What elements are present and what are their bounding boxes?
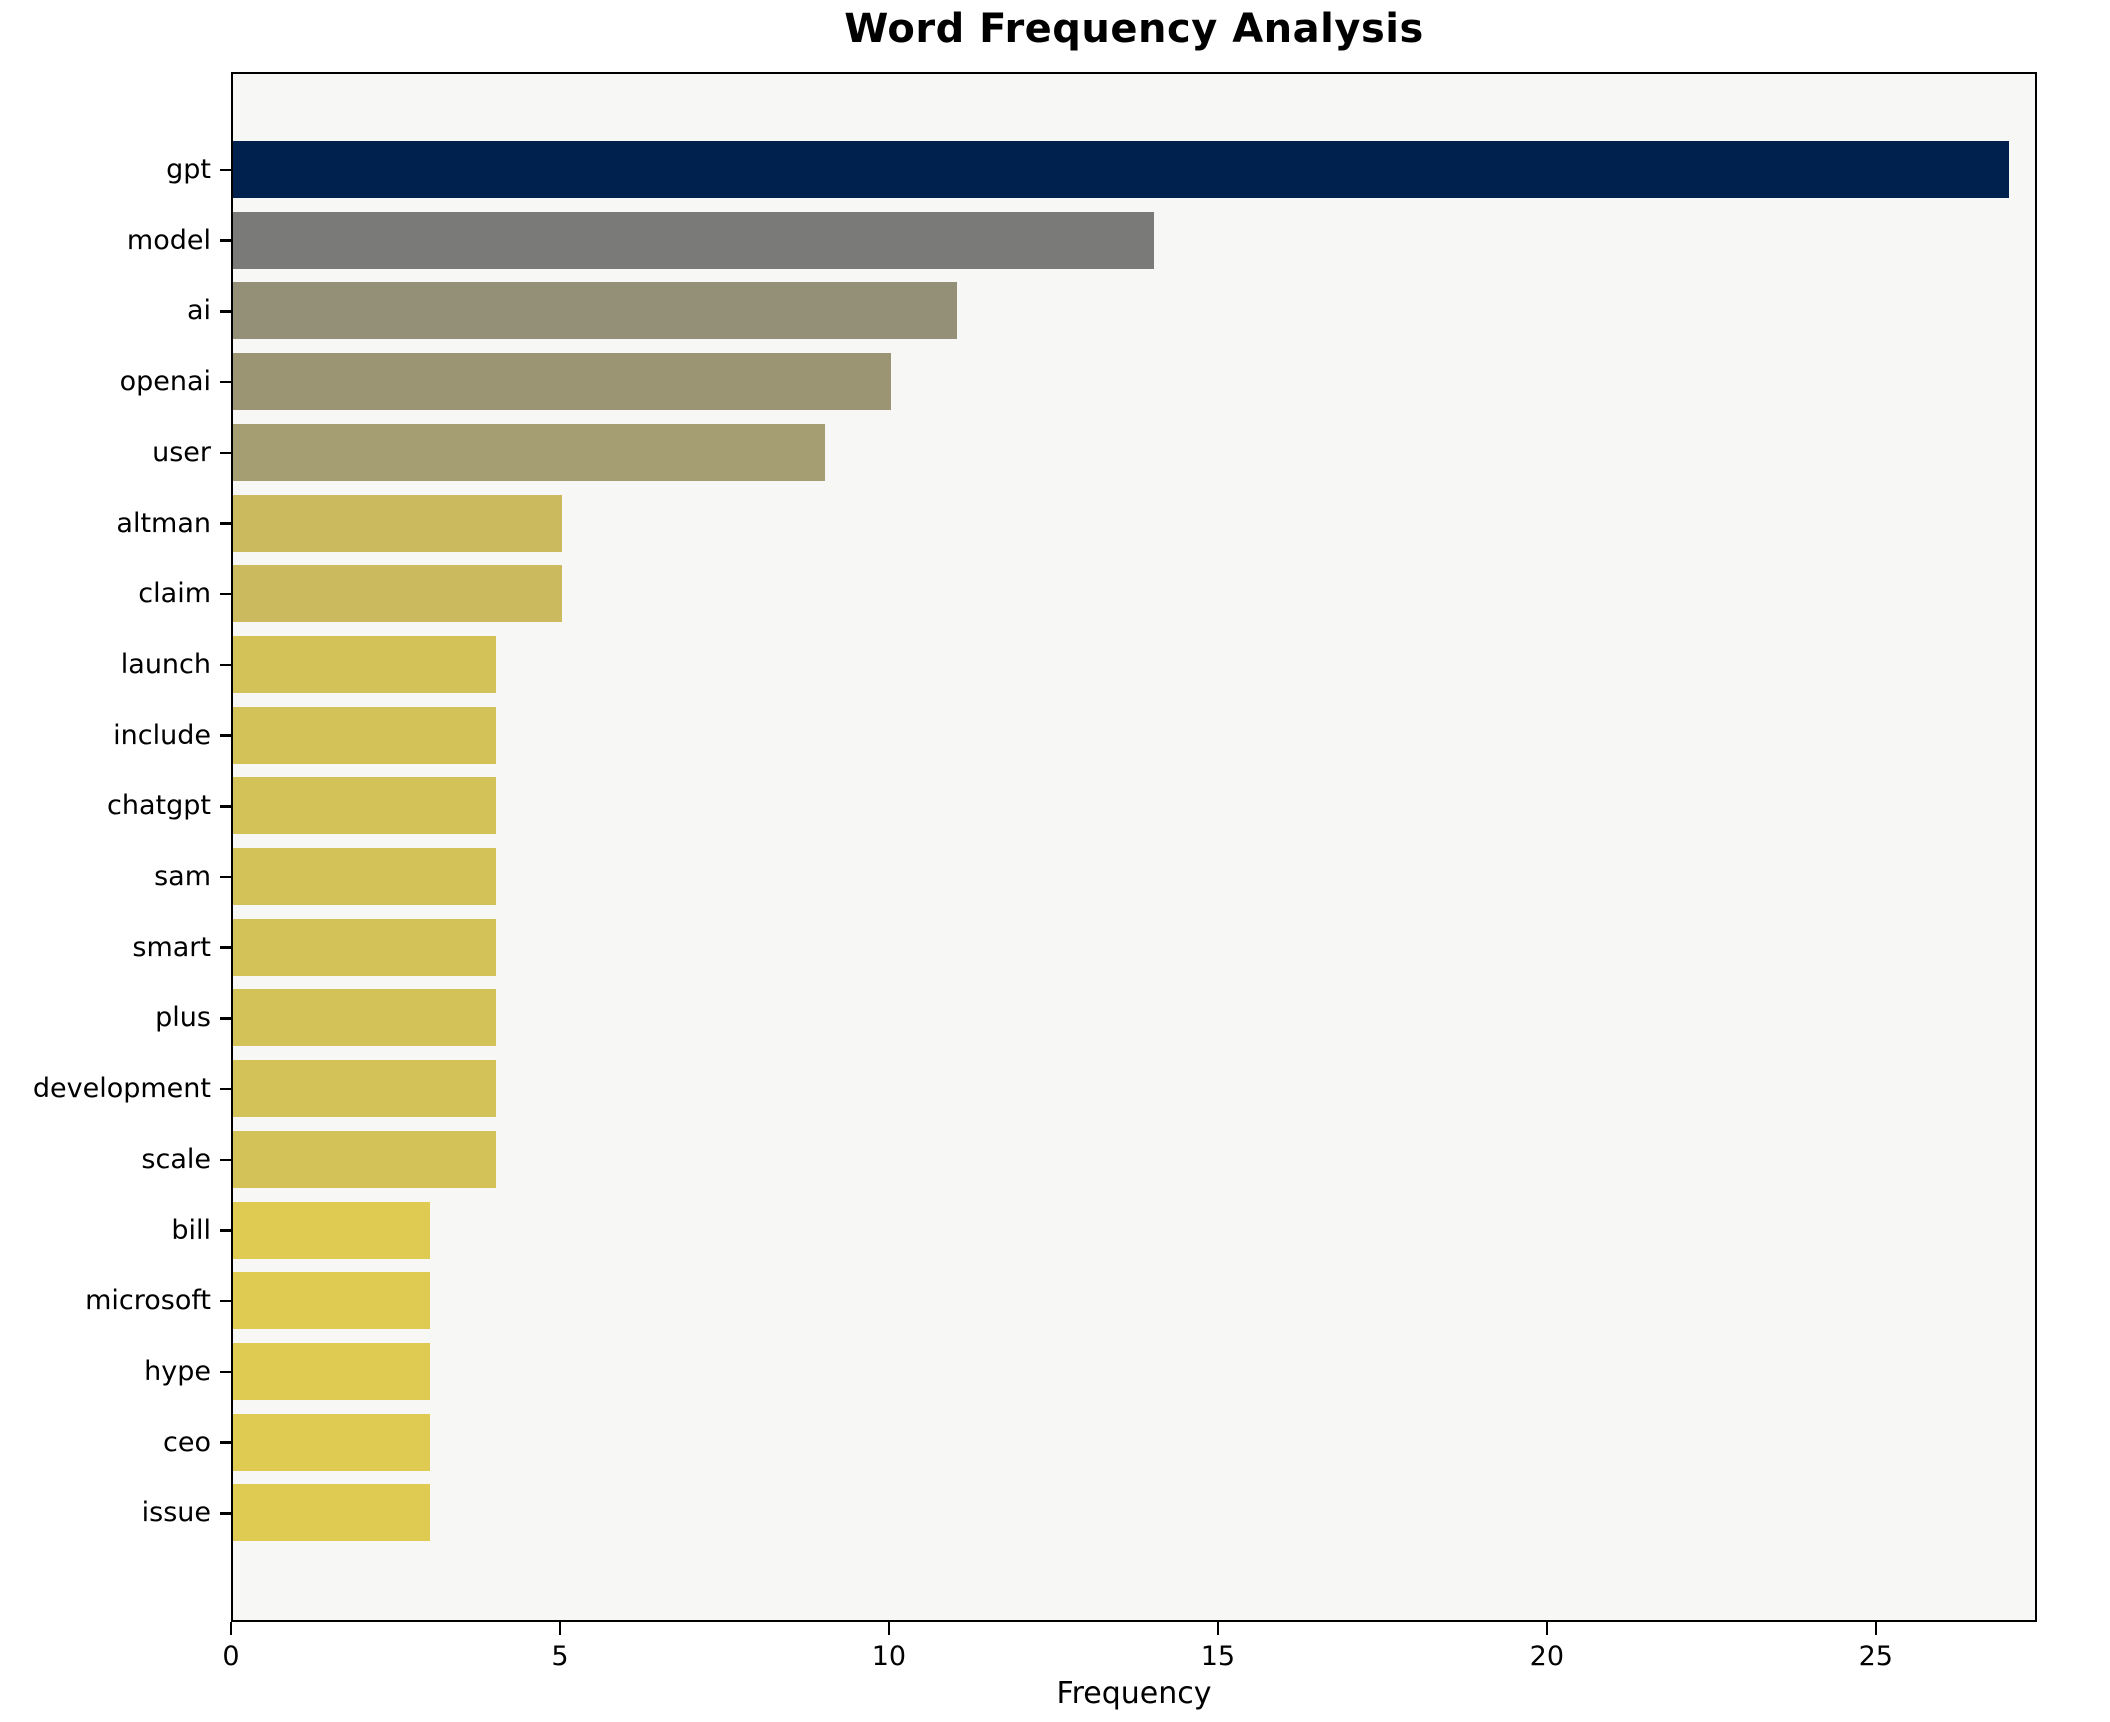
bar-include: [233, 706, 497, 764]
y-tick-mark: [220, 1441, 231, 1444]
bar-smart: [233, 918, 497, 976]
x-tick-mark: [1545, 1622, 1549, 1635]
y-tick-mark: [220, 310, 231, 313]
bar-row: [233, 565, 2035, 623]
x-tick-mark: [887, 1622, 891, 1635]
bar-hype: [233, 1342, 431, 1400]
bar-ceo: [233, 1413, 431, 1471]
y-tick-mark: [220, 734, 231, 737]
bar-user: [233, 423, 826, 481]
y-tick-label-development: development: [32, 1073, 211, 1105]
x-tick-mark: [1874, 1622, 1878, 1635]
bar-row: [233, 1272, 2035, 1330]
y-tick-label-altman: altman: [116, 507, 211, 539]
bar-development: [233, 1060, 497, 1118]
bar-row: [233, 918, 2035, 976]
bar-claim: [233, 565, 562, 623]
y-tick-label-model: model: [126, 224, 211, 256]
bar-row: [233, 1201, 2035, 1259]
bar-ai: [233, 282, 957, 340]
y-tick-label-ai: ai: [186, 295, 211, 327]
y-tick-label-user: user: [152, 436, 211, 468]
bar-model: [233, 211, 1155, 269]
bar-openai: [233, 353, 891, 411]
y-tick-label-ceo: ceo: [163, 1426, 211, 1458]
y-tick-label-claim: claim: [138, 578, 211, 610]
y-tick-label-gpt: gpt: [166, 154, 211, 185]
y-tick-mark: [220, 1017, 231, 1020]
x-axis-title: Frequency: [1056, 1676, 1212, 1711]
y-tick-label-launch: launch: [120, 648, 211, 680]
y-tick-label-include: include: [113, 719, 211, 751]
bar-row: [233, 1342, 2035, 1400]
y-tick-label-openai: openai: [119, 366, 211, 398]
y-tick-mark: [220, 1512, 231, 1515]
y-tick-label-microsoft: microsoft: [85, 1285, 211, 1317]
y-tick-mark: [220, 1087, 231, 1091]
bar-row: [233, 353, 2035, 411]
x-tick-mark: [1216, 1622, 1220, 1635]
y-tick-label-plus: plus: [155, 1002, 211, 1034]
y-tick-label-bill: bill: [171, 1214, 211, 1246]
bar-chatgpt: [233, 777, 497, 835]
bar-launch: [233, 635, 497, 693]
y-tick-mark: [220, 663, 231, 667]
bar-row: [233, 706, 2035, 764]
y-tick-label-hype: hype: [144, 1355, 211, 1387]
bar-sam: [233, 848, 497, 905]
x-tick-label-0: 0: [222, 1641, 240, 1672]
bar-issue: [233, 1484, 431, 1542]
x-tick-label-25: 25: [1858, 1641, 1893, 1672]
x-tick-label-5: 5: [551, 1641, 569, 1672]
y-tick-label-sam: sam: [154, 861, 211, 892]
x-tick-mark: [229, 1622, 233, 1635]
x-tick-mark: [558, 1622, 562, 1635]
x-tick-label-20: 20: [1529, 1641, 1565, 1672]
bar-row: [233, 989, 2035, 1047]
bar-row: [233, 635, 2035, 693]
bar-row: [233, 1413, 2035, 1471]
y-tick-mark: [220, 946, 231, 949]
y-tick-mark: [220, 451, 231, 455]
bar-scale: [233, 1130, 497, 1188]
bar-row: [233, 141, 2035, 198]
y-tick-label-chatgpt: chatgpt: [107, 790, 211, 822]
y-tick-mark: [220, 592, 231, 596]
bar-row: [233, 848, 2035, 905]
y-tick-mark: [220, 875, 231, 879]
bar-row: [233, 1130, 2035, 1188]
y-tick-mark: [220, 380, 231, 384]
y-tick-mark: [220, 1299, 231, 1303]
bar-row: [233, 494, 2035, 552]
bar-row: [233, 282, 2035, 340]
y-tick-mark: [220, 1158, 231, 1162]
y-tick-mark: [220, 522, 231, 525]
y-tick-mark: [220, 1229, 231, 1232]
bar-gpt: [233, 141, 2010, 198]
y-tick-label-scale: scale: [141, 1143, 211, 1175]
plot-area: [231, 72, 2037, 1622]
bar-row: [233, 1484, 2035, 1542]
x-tick-label-15: 15: [1200, 1641, 1236, 1672]
bar-microsoft: [233, 1272, 431, 1330]
y-tick-label-issue: issue: [141, 1497, 211, 1529]
bar-bill: [233, 1201, 431, 1259]
y-tick-label-smart: smart: [132, 931, 211, 963]
chart-title: Word Frequency Analysis: [844, 6, 1424, 52]
bar-plus: [233, 989, 497, 1047]
bar-row: [233, 211, 2035, 269]
bar-row: [233, 777, 2035, 835]
x-tick-label-10: 10: [871, 1641, 907, 1672]
bar-row: [233, 423, 2035, 481]
y-tick-mark: [220, 1370, 231, 1374]
y-tick-mark: [220, 168, 231, 172]
y-tick-mark: [220, 805, 231, 808]
bar-altman: [233, 494, 562, 552]
y-tick-mark: [220, 239, 231, 242]
bar-row: [233, 1060, 2035, 1118]
